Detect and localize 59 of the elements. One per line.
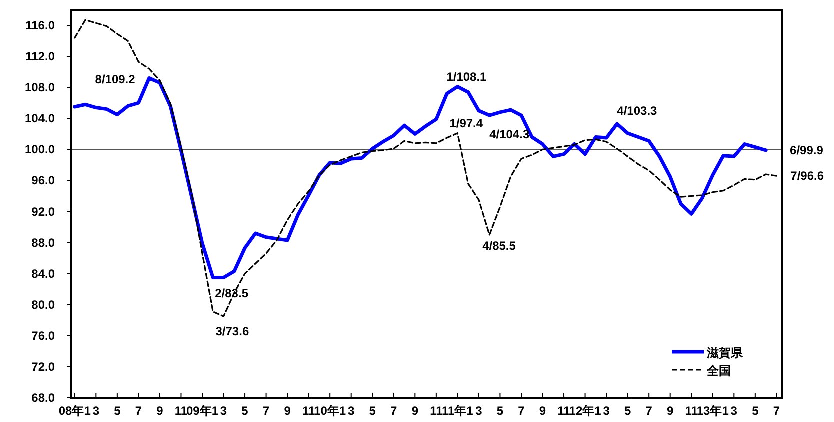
y-tick-label: 116.0 (26, 18, 56, 33)
annotation: 4/104.3 (490, 128, 530, 142)
y-tick-label: 80.0 (32, 298, 56, 312)
x-tick-label: 7 (773, 404, 780, 418)
y-tick-label: 76.0 (32, 328, 56, 343)
x-tick-label: 7 (646, 404, 653, 418)
y-tick-label: 84.0 (32, 266, 56, 281)
x-tick-label: 9 (412, 404, 419, 418)
x-tick-label: 10年1 (314, 404, 346, 418)
annotation: 4/85.5 (482, 239, 516, 254)
x-tick-label: 11年1 (442, 404, 474, 418)
x-tick-label: 3 (220, 404, 228, 418)
x-tick-label: 11 (558, 404, 571, 418)
x-tick-label: 9 (284, 404, 292, 418)
x-tick-label: 5 (242, 404, 249, 418)
x-tick-label: 7 (390, 404, 398, 418)
legend-label: 全国 (706, 364, 731, 378)
annotation: 3/73.6 (216, 324, 250, 339)
y-tick-label: 104.0 (24, 112, 56, 126)
x-tick-label: 5 (624, 404, 632, 418)
x-tick-label: 11 (685, 404, 698, 418)
annotation: 4/103.3 (617, 104, 658, 118)
x-tick-label: 5 (752, 404, 760, 418)
annotation: 8/109.2 (95, 72, 136, 86)
y-tick-label: 108.0 (24, 80, 56, 95)
x-tick-label: 09年1 (186, 404, 219, 418)
x-tick-label: 9 (667, 404, 674, 418)
x-tick-label: 9 (539, 404, 546, 418)
x-tick-label: 7 (135, 404, 142, 418)
x-tick-label: 13年1 (696, 404, 730, 418)
y-tick-label: 100.0 (24, 142, 56, 157)
y-tick-label: 112.0 (26, 50, 56, 64)
x-tick-label: 11 (174, 404, 188, 418)
x-tick-label: 7 (262, 404, 270, 418)
x-tick-label: 3 (603, 404, 610, 418)
x-tick-label: 08年1 (58, 404, 92, 418)
x-tick-label: 7 (518, 404, 526, 418)
legend-label: 滋賀県 (706, 346, 744, 360)
annotation: 1/97.4 (450, 116, 484, 130)
y-tick-label: 68.0 (32, 391, 56, 405)
x-tick-label: 11 (430, 404, 444, 418)
x-tick-label: 3 (348, 404, 356, 418)
annotation: 6/99.9 (790, 143, 824, 158)
x-tick-label: 12年1 (569, 404, 602, 418)
x-tick-label: 3 (730, 404, 738, 418)
y-tick-label: 88.0 (32, 236, 56, 250)
y-tick-label: 72.0 (32, 360, 56, 374)
y-tick-label: 96.0 (32, 174, 56, 188)
x-tick-label: 5 (369, 404, 376, 418)
annotation: 1/108.1 (446, 70, 488, 84)
x-tick-label: 11 (302, 404, 316, 418)
annotation: 7/96.6 (790, 169, 824, 184)
line-series (74, 19, 778, 318)
y-tick-label: 92.0 (32, 204, 56, 219)
x-tick-label: 5 (496, 404, 504, 418)
x-tick-label: 3 (476, 404, 483, 418)
x-tick-label: 3 (92, 404, 100, 418)
x-tick-label: 9 (156, 404, 164, 418)
x-tick-label: 5 (114, 404, 122, 418)
